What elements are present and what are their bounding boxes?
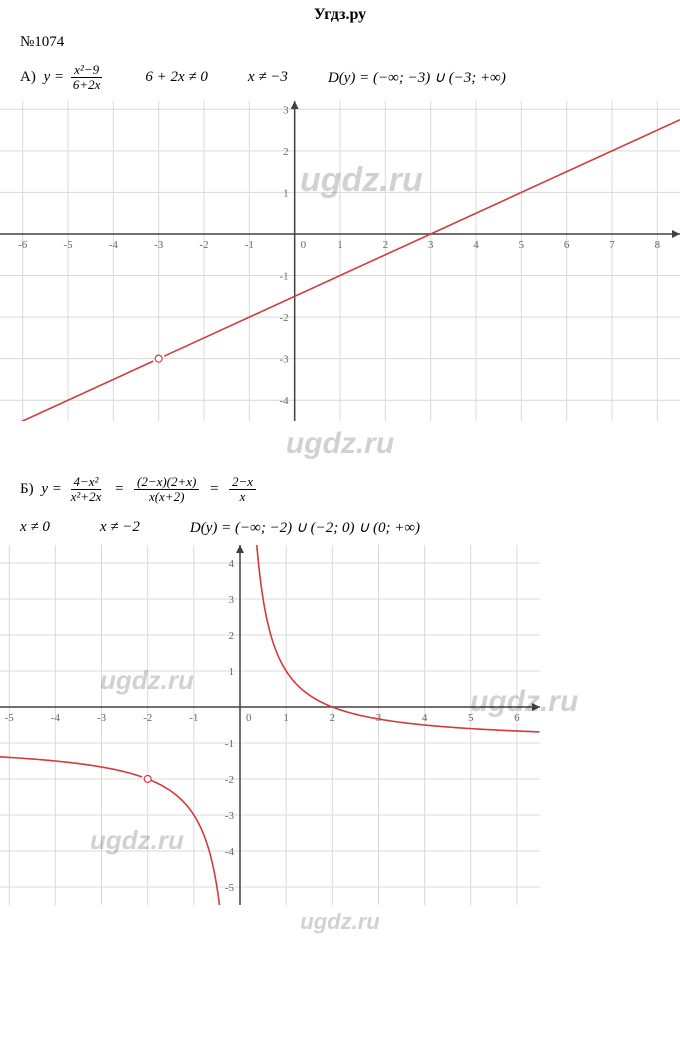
svg-text:-1: -1 — [245, 239, 254, 251]
chart-a: -6 -5 -4 -3 -2 -1 1 2 3 4 5 6 7 8 -4 -3 -2 -1 1 2 3 0 — [0, 101, 680, 421]
part-b-conditions-row: x ≠ 0 x ≠ −2 D(y) = (−∞; −2) ∪ (−2; 0) ∪… — [0, 512, 680, 545]
part-a-equation: А) y = x²−9 6+2x — [20, 63, 105, 93]
fraction-a: x²−9 6+2x — [70, 63, 104, 93]
svg-text:-5: -5 — [225, 882, 235, 894]
svg-text:1: 1 — [283, 187, 289, 199]
frac-num: 4−x² — [71, 475, 102, 490]
svg-text:2: 2 — [229, 630, 235, 642]
eq-lhs: y = — [44, 69, 65, 85]
svg-text:-2: -2 — [199, 239, 208, 251]
part-b-cond1: x ≠ 0 — [20, 519, 50, 536]
part-a-label: А) — [20, 69, 36, 85]
frac-den: x(x+2) — [146, 490, 187, 504]
svg-text:7: 7 — [609, 239, 615, 251]
frac-den: 6+2x — [70, 78, 104, 92]
part-b-label: Б) — [20, 481, 34, 497]
svg-text:1: 1 — [337, 239, 343, 251]
eq-mid: = — [114, 481, 124, 497]
svg-text:-2: -2 — [143, 712, 152, 724]
svg-text:0: 0 — [246, 712, 252, 724]
svg-text:-5: -5 — [5, 712, 15, 724]
svg-text:0: 0 — [301, 239, 307, 251]
chart-a-container: -6-5-4-3-2-112345678-4-3-2-11230 ugdz.ru — [0, 101, 680, 421]
part-a-cond1: 6 + 2x ≠ 0 — [145, 69, 208, 86]
watermark: ugdz.ru — [0, 905, 680, 935]
svg-text:5: 5 — [519, 239, 525, 251]
part-b-equation-row: Б) y = 4−x² x²+2x = (2−x)(2+x) x(x+2) = … — [0, 475, 680, 513]
svg-text:-3: -3 — [97, 712, 107, 724]
eq-lhs: y = — [41, 481, 62, 497]
svg-text:-3: -3 — [225, 810, 235, 822]
svg-text:8: 8 — [655, 239, 661, 251]
part-b-section: Б) y = 4−x² x²+2x = (2−x)(2+x) x(x+2) = … — [0, 463, 680, 546]
part-a-domain: D(y) = (−∞; −3) ∪ (−3; +∞) — [328, 68, 506, 87]
svg-text:3: 3 — [283, 104, 289, 116]
svg-text:3: 3 — [428, 239, 434, 251]
chart-b-container: -5-4-3-2-1123456-5-4-3-2-112340 ugdz.ru … — [0, 545, 680, 905]
frac-num: 2−x — [229, 475, 256, 490]
svg-text:-4: -4 — [109, 239, 119, 251]
svg-text:-4: -4 — [225, 846, 235, 858]
svg-text:4: 4 — [422, 712, 428, 724]
svg-text:-2: -2 — [225, 774, 234, 786]
svg-text:-1: -1 — [189, 712, 198, 724]
part-b-cond2: x ≠ −2 — [100, 519, 140, 536]
fraction-b2: (2−x)(2+x) x(x+2) — [134, 475, 199, 505]
eq-mid: = — [209, 481, 219, 497]
svg-text:5: 5 — [468, 712, 474, 724]
part-a-equation-row: А) y = x²−9 6+2x 6 + 2x ≠ 0 x ≠ −3 D(y) … — [0, 63, 680, 101]
frac-num: (2−x)(2+x) — [134, 475, 199, 490]
svg-text:-6: -6 — [18, 239, 28, 251]
svg-text:-3: -3 — [279, 353, 289, 365]
fraction-b3: 2−x x — [229, 475, 256, 505]
frac-den: x²+2x — [68, 490, 105, 504]
svg-text:1: 1 — [283, 712, 289, 724]
svg-text:-1: -1 — [279, 270, 288, 282]
svg-text:6: 6 — [564, 239, 570, 251]
frac-num: x²−9 — [71, 63, 102, 78]
svg-text:-1: -1 — [225, 738, 234, 750]
svg-text:3: 3 — [229, 594, 235, 606]
part-a-cond2: x ≠ −3 — [248, 69, 288, 86]
svg-text:2: 2 — [383, 239, 389, 251]
svg-text:-3: -3 — [154, 239, 164, 251]
part-b-domain: D(y) = (−∞; −2) ∪ (−2; 0) ∪ (0; +∞) — [190, 518, 420, 537]
svg-text:2: 2 — [283, 145, 289, 157]
site-header: Угдз.ру — [0, 0, 680, 34]
svg-text:-4: -4 — [279, 395, 289, 407]
part-b-equation: Б) y = 4−x² x²+2x = (2−x)(2+x) x(x+2) = … — [20, 475, 258, 505]
svg-text:4: 4 — [229, 558, 235, 570]
svg-text:-4: -4 — [51, 712, 61, 724]
watermark: ugdz.ru — [0, 421, 680, 463]
svg-text:-2: -2 — [279, 312, 288, 324]
svg-text:-5: -5 — [63, 239, 73, 251]
frac-den: x — [237, 490, 249, 504]
svg-text:4: 4 — [473, 239, 479, 251]
chart-b: -5-4-3-2-1123456-5-4-3-2-112340 — [0, 545, 540, 905]
svg-text:1: 1 — [229, 666, 235, 678]
svg-text:6: 6 — [514, 712, 520, 724]
fraction-b1: 4−x² x²+2x — [68, 475, 105, 505]
svg-text:2: 2 — [330, 712, 336, 724]
problem-number: №1074 — [0, 34, 680, 63]
